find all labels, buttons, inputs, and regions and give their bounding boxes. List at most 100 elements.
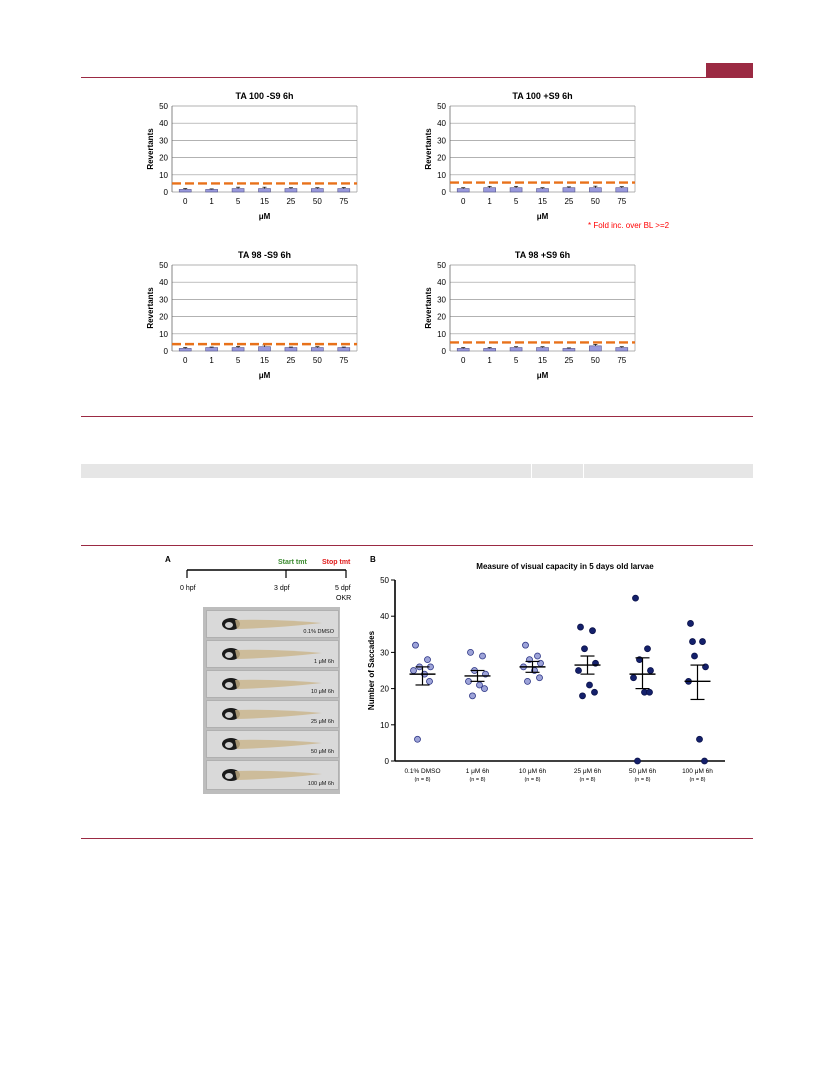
- y-tick-label: 50: [380, 576, 389, 585]
- larva-label: 100 μM 6h: [307, 781, 334, 787]
- bar: [258, 188, 271, 193]
- x-tick-sublabel: (n = 8): [579, 777, 595, 783]
- y-tick-label: 40: [380, 612, 389, 621]
- x-tick-sublabel: (n = 8): [469, 777, 485, 783]
- y-tick-label: 30: [380, 648, 389, 657]
- data-point: [589, 627, 596, 635]
- bar: [178, 348, 192, 352]
- x-axis-label: μM: [537, 212, 549, 221]
- data-point: [479, 652, 486, 660]
- x-tick-label: 25 μM 6h: [574, 768, 602, 775]
- data-point: [646, 688, 653, 696]
- larva-image: 0.1% DMSO: [206, 610, 339, 638]
- larva-icon: [222, 708, 322, 720]
- timeline-okr: OKR: [336, 595, 351, 602]
- y-tick-label: 0: [442, 188, 447, 197]
- data-point: [534, 652, 541, 660]
- panel-a-label: A: [165, 555, 171, 564]
- x-tick-label: 15: [538, 356, 547, 365]
- data-point: [426, 677, 433, 685]
- data-point: [577, 623, 584, 631]
- x-tick-label: 1: [209, 197, 214, 206]
- x-tick-label: 75: [617, 356, 626, 365]
- data-point: [575, 667, 582, 674]
- y-tick-label: 40: [437, 119, 446, 128]
- y-tick-label: 20: [437, 154, 446, 163]
- timeline-t2: 5 dpf: [335, 585, 351, 592]
- y-axis-label: Number of Saccades: [367, 630, 376, 710]
- y-tick-label: 40: [437, 278, 446, 287]
- y-tick-label: 0: [164, 188, 169, 197]
- y-tick-label: 40: [159, 119, 168, 128]
- bar: [536, 347, 549, 352]
- larva-icon: [222, 769, 322, 781]
- data-point: [524, 677, 531, 685]
- larva-icon: [222, 678, 322, 690]
- y-tick-label: 30: [159, 136, 168, 145]
- bar: [178, 189, 192, 193]
- y-tick-label: 20: [159, 154, 168, 163]
- data-point: [522, 641, 529, 649]
- bar: [615, 187, 629, 193]
- larva-label: 50 μM 6h: [310, 749, 334, 755]
- y-tick-label: 30: [437, 295, 446, 304]
- x-axis-label: μM: [259, 212, 271, 221]
- y-tick-label: 10: [159, 330, 168, 339]
- x-tick-label: 1 μM 6h: [466, 768, 490, 775]
- x-tick-sublabel: (n = 8): [634, 777, 650, 783]
- x-tick-label: 15: [260, 197, 269, 206]
- x-tick-label: 25: [286, 356, 295, 365]
- y-axis-label: Revertants: [146, 128, 155, 170]
- bar: [456, 188, 470, 193]
- bar: [456, 348, 470, 352]
- bar: [337, 188, 351, 193]
- data-point: [424, 656, 431, 664]
- bar: [337, 347, 351, 352]
- data-point: [410, 667, 417, 674]
- data-point: [687, 620, 694, 627]
- x-tick-label: 50: [591, 197, 600, 206]
- larva-label: 0.1% DMSO: [303, 629, 334, 635]
- data-point: [632, 594, 639, 602]
- x-tick-label: 0: [183, 197, 188, 206]
- data-point: [586, 681, 593, 689]
- x-tick-label: 50: [313, 197, 322, 206]
- bar: [589, 187, 602, 193]
- bar: [311, 347, 324, 352]
- y-tick-label: 20: [159, 313, 168, 322]
- bar: [231, 347, 245, 352]
- bar: [615, 347, 629, 352]
- bar: [509, 187, 523, 193]
- x-tick-label: 75: [339, 356, 348, 365]
- larva-label: 25 μM 6h: [310, 719, 334, 725]
- y-axis-label: Revertants: [146, 287, 155, 329]
- x-tick-label: 25: [564, 197, 573, 206]
- data-point: [536, 674, 543, 682]
- data-point: [701, 757, 708, 765]
- panel-b-label: B: [370, 555, 376, 564]
- x-tick-label: 1: [487, 197, 492, 206]
- x-tick-label: 0: [461, 356, 466, 365]
- larva-icon: [222, 618, 322, 630]
- chart-title: TA 100 +S9 6h: [512, 91, 572, 101]
- y-tick-label: 20: [380, 685, 389, 694]
- x-tick-label: 0.1% DMSO: [404, 768, 440, 775]
- y-tick-label: 40: [159, 278, 168, 287]
- data-point: [414, 735, 421, 743]
- y-tick-label: 50: [437, 102, 446, 111]
- x-tick-sublabel: (n = 8): [689, 777, 705, 783]
- x-tick-label: 1: [209, 356, 214, 365]
- table-header-bar: [81, 464, 753, 478]
- x-tick-label: 15: [538, 197, 547, 206]
- bar: [258, 346, 271, 352]
- y-tick-label: 0: [164, 347, 169, 356]
- y-tick-label: 10: [380, 721, 389, 730]
- bar: [483, 348, 496, 352]
- x-axis-label: μM: [259, 371, 271, 380]
- x-tick-label: 0: [461, 197, 466, 206]
- stop-tmt-label: Stop tmt: [322, 559, 351, 566]
- larva-image: 25 μM 6h: [206, 700, 339, 728]
- data-point: [412, 641, 419, 649]
